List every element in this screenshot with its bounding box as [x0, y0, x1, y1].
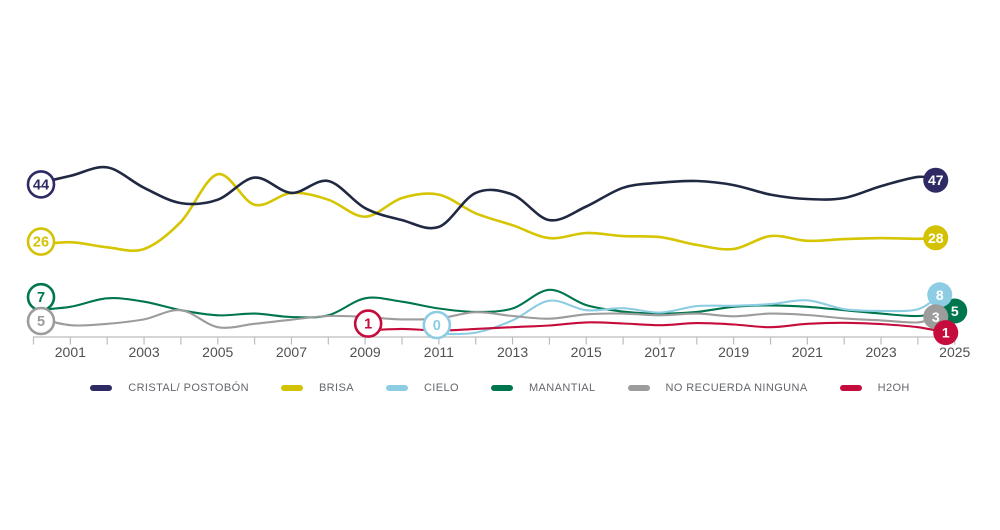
x-axis-label: 2001 — [55, 344, 86, 360]
h2oh-legend-swatch — [839, 384, 862, 392]
no_recuerda-start-value: 5 — [37, 314, 45, 330]
x-axis-label: 2015 — [571, 344, 602, 360]
cristal-line — [32, 165, 938, 230]
cielo-start-value: 0 — [433, 318, 441, 334]
x-axis-label: 2025 — [939, 344, 970, 360]
manantial-start-badge: 7 — [26, 282, 56, 312]
x-axis-label: 2013 — [497, 344, 528, 360]
legend-item-brisa: BRISA — [280, 382, 354, 394]
cielo-legend-label: CIELO — [423, 382, 459, 394]
cristal-end-circle — [923, 167, 949, 193]
h2oh-start-circle — [353, 309, 383, 338]
brisa-line — [32, 172, 938, 253]
cristal-end-badge: 47 — [923, 167, 949, 193]
cristal-start-circle — [26, 170, 56, 199]
h2oh-end-circle — [933, 320, 959, 346]
no_recuerda-legend-swatch — [627, 384, 650, 392]
cristal-start-value: 44 — [33, 177, 49, 193]
cielo-line — [437, 293, 941, 336]
brisa-legend-swatch — [280, 384, 303, 392]
x-axis: 2001 2003 2005 2007 2009 2011 2013 2015 2017 2019… — [32, 336, 971, 360]
legend-item-no_recuerda: NO RECUERDA NINGUNA — [627, 382, 808, 394]
x-axis-label: 2023 — [865, 344, 896, 360]
cielo-end-circle — [927, 282, 953, 308]
x-axis-label: 2007 — [276, 344, 307, 360]
cristal-start-badge: 44 — [26, 170, 56, 199]
x-axis-label: 2017 — [644, 344, 675, 360]
manantial-start-value: 7 — [37, 290, 45, 306]
manantial-legend-swatch — [490, 384, 513, 392]
no_recuerda-start-badge: 5 — [26, 306, 56, 336]
cielo-end-badge: 8 — [927, 282, 953, 308]
manantial-end-circle — [942, 298, 968, 324]
legend-item-h2oh: H2OH — [839, 382, 910, 394]
x-axis-label: 2003 — [128, 344, 159, 360]
brisa-end-value: 28 — [928, 230, 944, 246]
h2oh-line — [364, 321, 947, 334]
h2oh-end-badge: 1 — [933, 320, 959, 346]
brisa-end-badge: 28 — [923, 225, 949, 251]
manantial-end-badge: 5 — [942, 298, 968, 324]
h2oh-end-value: 1 — [942, 325, 950, 341]
legend-item-manantial: MANANTIAL — [490, 382, 596, 394]
x-axis-label: 2005 — [202, 344, 233, 360]
cristal-legend-swatch — [90, 384, 113, 392]
cielo-start-circle — [422, 310, 452, 340]
cristal-end-value: 47 — [928, 172, 944, 188]
x-axis-label: 2021 — [792, 344, 823, 360]
h2oh-legend-label: H2OH — [877, 382, 910, 394]
no_recuerda-line — [32, 309, 937, 329]
x-axis-label: 2009 — [350, 344, 381, 360]
manantial-legend-label: MANANTIAL — [528, 382, 596, 394]
h2oh-start-badge: 1 — [353, 309, 383, 338]
manantial-end-value: 5 — [951, 303, 959, 319]
no_recuerda-end-value: 3 — [932, 309, 940, 325]
no_recuerda-start-circle — [26, 306, 56, 336]
legend-item-cielo: CIELO — [385, 382, 459, 394]
cielo-start-badge: 0 — [422, 310, 452, 340]
cielo-end-value: 8 — [936, 287, 944, 303]
brisa-start-value: 26 — [33, 235, 49, 251]
legend-item-cristal: CRISTAL/ POSTOBÓN — [90, 382, 249, 394]
brisa-end-circle — [923, 225, 949, 251]
no_recuerda-legend-label: NO RECUERDA NINGUNA — [665, 382, 808, 394]
cristal-legend-label: CRISTAL/ POSTOBÓN — [128, 382, 249, 394]
x-axis-label: 2019 — [718, 344, 749, 360]
legend: CRISTAL/ POSTOBÓN BRISA CIELO MANANTIAL NO R… — [0, 382, 1000, 394]
brisa-start-circle — [26, 227, 56, 256]
brisa-legend-label: BRISA — [318, 382, 354, 394]
x-axis-label: 2011 — [424, 344, 454, 360]
brisa-start-badge: 26 — [26, 227, 56, 256]
h2oh-start-value: 1 — [364, 317, 372, 333]
cielo-legend-swatch — [385, 384, 408, 392]
